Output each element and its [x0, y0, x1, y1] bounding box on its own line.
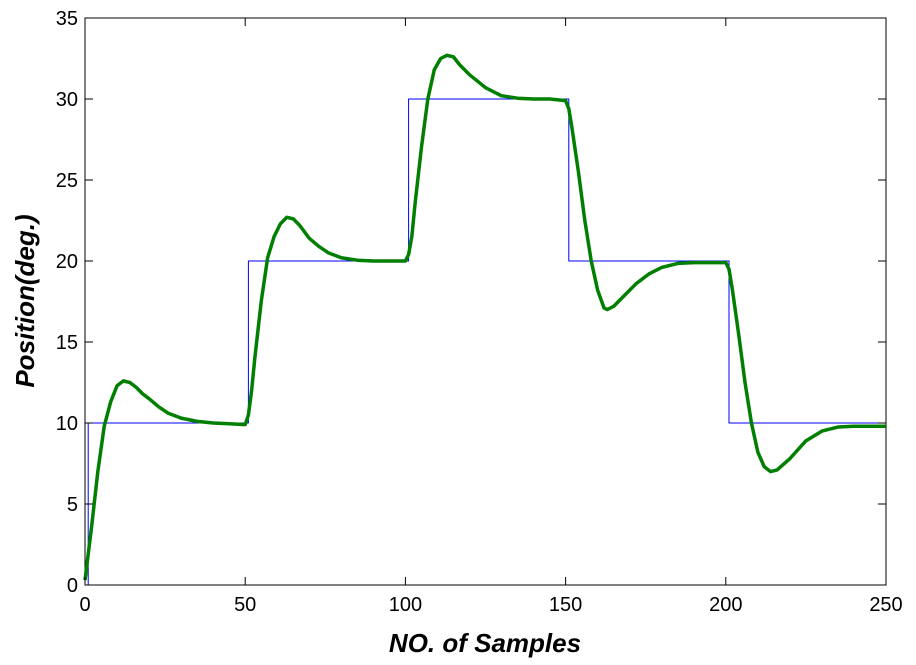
x-tick-label: 200 [709, 594, 742, 616]
y-tick-label: 25 [56, 170, 78, 192]
reference-step-line [85, 98, 886, 586]
y-tick-label: 5 [67, 494, 78, 516]
x-tick-label: 250 [869, 594, 902, 616]
y-tick-label: 30 [56, 89, 78, 111]
x-tick-label: 50 [234, 594, 256, 616]
y-tick-label: 15 [56, 332, 78, 354]
x-axis-label: NO. of Samples [389, 628, 581, 658]
y-axis-label: Position(deg.) [10, 214, 40, 387]
x-tick-label: 100 [389, 594, 422, 616]
y-tick-label: 35 [56, 8, 78, 30]
y-tick-label: 10 [56, 413, 78, 435]
response-line [83, 53, 886, 581]
x-tick-label: 0 [79, 594, 90, 616]
plot-frame [84, 17, 887, 586]
y-tick-label: 0 [67, 575, 78, 597]
y-tick-label: 20 [56, 251, 78, 273]
x-tick-label: 150 [549, 594, 582, 616]
